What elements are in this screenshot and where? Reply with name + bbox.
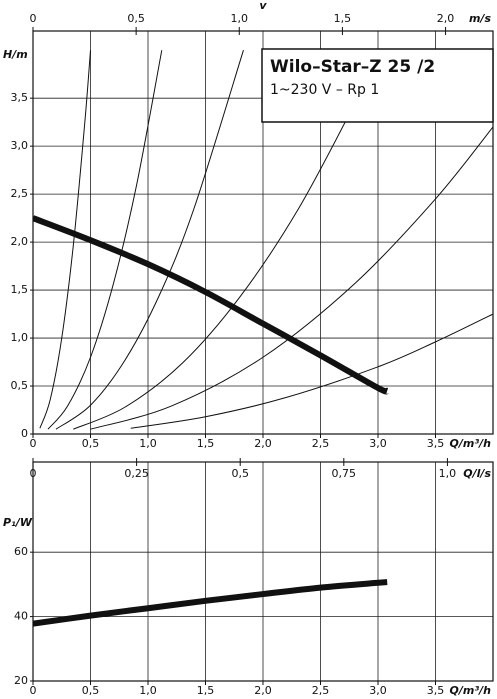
x-tick-label: 1,5 (197, 684, 215, 697)
y-tick-label: 60 (14, 545, 28, 558)
curve (130, 313, 493, 429)
x-tick-label: 1,0 (139, 684, 157, 697)
secondary-x-tick-label: 2,0 (437, 12, 455, 25)
y-tick-label: 3,0 (11, 139, 29, 152)
y-axis-label: H/m (3, 48, 28, 61)
secondary-x-tick-label: 0,25 (124, 467, 149, 480)
x-tick-label: 0 (30, 684, 37, 697)
x-tick-label: 2,0 (254, 684, 272, 697)
series-group (33, 50, 493, 430)
x-tick-label: 0 (30, 437, 37, 450)
curve (39, 50, 91, 429)
x-tick-label: 2,0 (254, 437, 272, 450)
secondary-x-tick-label: 1,0 (439, 467, 457, 480)
series-group (33, 579, 388, 627)
x-tick-label: 0,5 (82, 684, 100, 697)
title-box (261, 48, 494, 123)
y-tick-label: 2,5 (11, 187, 29, 200)
x-axis-label: Q/m³/h (450, 684, 492, 697)
secondary-x-tick-label: 1,5 (334, 12, 352, 25)
x-axis-label: Q/m³/h (450, 437, 492, 450)
secondary-x-label: Q/l/s (463, 467, 491, 480)
y-tick-label: 40 (14, 610, 28, 623)
curve (90, 126, 493, 430)
secondary-x-tick-label: 0 (30, 467, 37, 480)
y-tick-label: 1,5 (11, 283, 29, 296)
y-tick-label: 2,0 (11, 235, 29, 248)
x-tick-label: 3,5 (427, 437, 445, 450)
x-tick-label: 2,5 (312, 684, 330, 697)
secondary-x-label: v (259, 0, 267, 12)
y-tick-label: 0,5 (11, 379, 29, 392)
x-tick-label: 0,5 (82, 437, 100, 450)
secondary-x-tick-label: 0,5 (231, 467, 249, 480)
y-tick-label: 1,0 (11, 331, 29, 344)
secondary-x-tick-label: 1,0 (231, 12, 249, 25)
chart-title: Wilo–Star–Z 25 /2 (270, 57, 435, 77)
y-tick-label: 20 (14, 674, 28, 687)
plot-bottom (32, 461, 494, 682)
x-tick-label: 3,0 (369, 437, 387, 450)
x-tick-label: 1,0 (139, 437, 157, 450)
x-tick-label: 3,5 (427, 684, 445, 697)
x-tick-label: 3,0 (369, 684, 387, 697)
curve (33, 215, 390, 395)
x-tick-label: 2,5 (312, 437, 330, 450)
y-tick-label: 3,5 (11, 91, 29, 104)
secondary-x-tick-label: 0,75 (332, 467, 357, 480)
curve (33, 579, 388, 627)
secondary-x-unit: m/s (469, 12, 491, 25)
curve (47, 50, 163, 430)
x-tick-label: 1,5 (197, 437, 215, 450)
type-box: Wilo–Star–Z 25 /2 1~230 V – Rp 1 (261, 48, 494, 123)
chart-subtitle: 1~230 V – Rp 1 (270, 82, 379, 98)
y-axis-label: P₁/W (3, 516, 33, 529)
secondary-x-tick-label: 0,5 (127, 12, 145, 25)
secondary-x-tick-label: 0 (30, 12, 37, 25)
axis-labels: 0 0,5 1,0 1,5 2,0 2,5 3,0 3,5 Q/m³/h 0 0,5 1,0 1,5 2,… (3, 0, 493, 697)
curve (55, 50, 244, 430)
y-tick-label: 0 (21, 427, 28, 440)
